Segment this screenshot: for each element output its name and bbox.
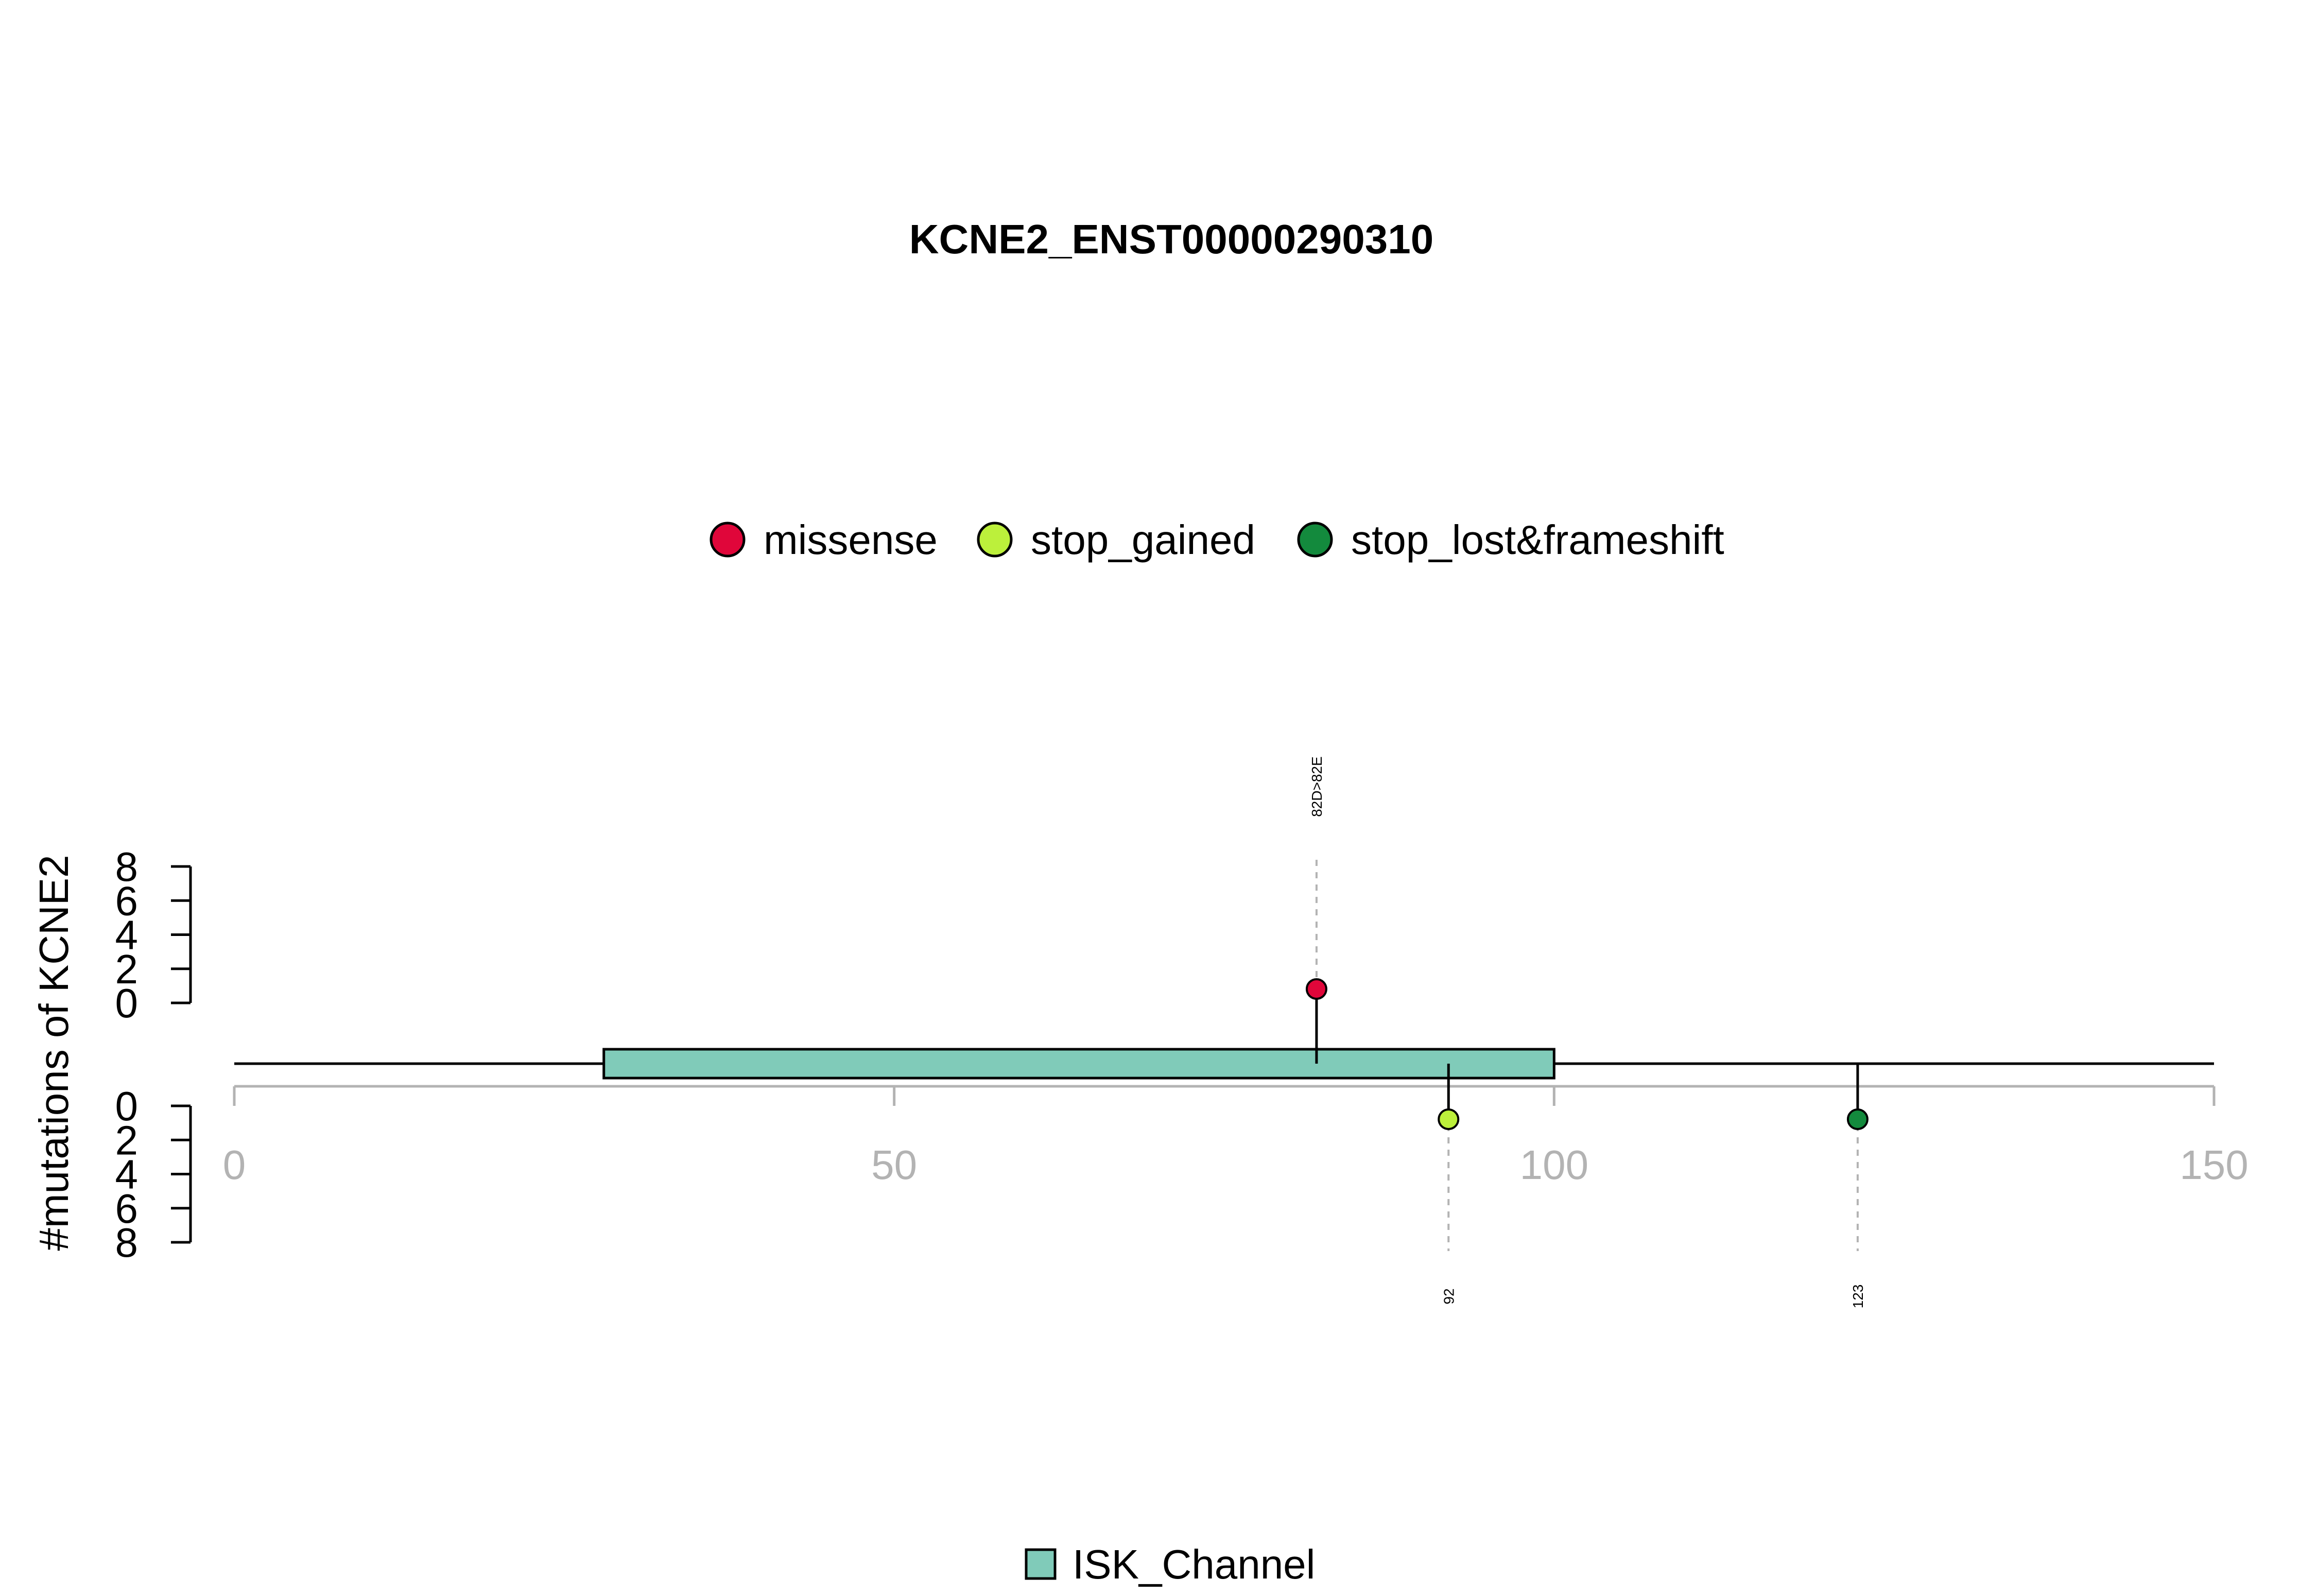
legend-marker bbox=[1297, 522, 1333, 558]
y-tick-label: 6 bbox=[115, 1186, 139, 1231]
mutation-label: 92 bbox=[1441, 1288, 1457, 1304]
domain-isk-channel bbox=[602, 1048, 1555, 1080]
chart-title: KCNE2_ENST00000290310 bbox=[909, 216, 1433, 262]
legend-label: missense bbox=[764, 517, 938, 563]
protein-track bbox=[234, 1048, 2214, 1080]
y-tick-label: 0 bbox=[115, 980, 139, 1026]
legend-label: stop_lost&frameshift bbox=[1351, 517, 1724, 563]
mutation-123: 123 bbox=[1846, 1064, 1869, 1309]
legend-item-missense: missense bbox=[710, 517, 938, 563]
y-tick-label: 4 bbox=[115, 1152, 139, 1198]
mutation-label: 123 bbox=[1850, 1285, 1866, 1309]
x-tick-label: 50 bbox=[871, 1142, 917, 1188]
legend-item-stop-lost-frameshift: stop_lost&frameshift bbox=[1297, 517, 1724, 563]
domain-legend-label: ISK_Channel bbox=[1073, 1541, 1315, 1587]
mutation-82: 82D>82E bbox=[1305, 756, 1327, 1064]
x-axis: 0 50 100 150 bbox=[223, 1085, 2249, 1188]
mutation-head bbox=[1305, 978, 1327, 1000]
y-tick-label: 2 bbox=[115, 946, 139, 992]
mutation-label: 82D>82E bbox=[1309, 756, 1325, 817]
y-tick-label: 8 bbox=[115, 1220, 139, 1265]
legend-marker bbox=[710, 522, 746, 558]
domain-legend: ISK_Channel bbox=[1025, 1541, 1315, 1587]
domain-legend-swatch bbox=[1025, 1548, 1057, 1580]
legend-item-stop-gained: stop_gained bbox=[977, 517, 1255, 563]
x-tick-label: 150 bbox=[2180, 1142, 2248, 1188]
x-tick-label: 100 bbox=[1520, 1142, 1588, 1188]
mutation-head bbox=[1438, 1108, 1460, 1130]
mutation-lollipops: 82D>82E 92 123 bbox=[1305, 756, 1869, 1309]
x-tick-label: 0 bbox=[223, 1142, 246, 1188]
y-tick-label: 0 bbox=[115, 1083, 139, 1129]
mutation-head bbox=[1846, 1108, 1869, 1130]
mutation-type-legend: missense stop_gained stop_lost&frameshift bbox=[710, 517, 1724, 563]
legend-marker bbox=[977, 522, 1013, 558]
domain-legend-item: ISK_Channel bbox=[1025, 1541, 1315, 1587]
y-tick-label: 6 bbox=[115, 878, 139, 924]
mutation-92: 92 bbox=[1438, 1064, 1460, 1305]
y-tick-label: 2 bbox=[115, 1117, 139, 1163]
y-tick-label: 8 bbox=[115, 844, 139, 890]
y-axis-label: #mutations of KCNE2 bbox=[31, 855, 77, 1251]
y-tick-label: 4 bbox=[115, 912, 139, 958]
legend-label: stop_gained bbox=[1031, 517, 1255, 563]
